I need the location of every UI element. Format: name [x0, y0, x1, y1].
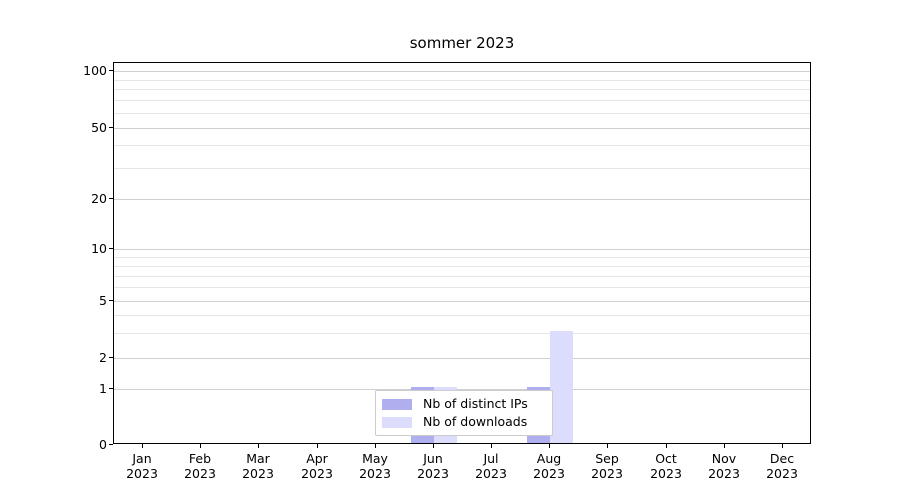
x-axis-year: 2023: [766, 466, 798, 481]
gridline: [114, 266, 810, 267]
plot-area: [113, 62, 811, 444]
gridline: [114, 100, 810, 101]
x-axis-tick-label: Nov 2023: [689, 451, 759, 481]
y-axis-tick-label: 10: [91, 241, 107, 256]
x-axis-tick-label: Jun 2023: [398, 451, 468, 481]
x-axis-year: 2023: [126, 466, 158, 481]
y-axis-tick-label: 2: [99, 350, 107, 365]
x-axis-month: May: [362, 451, 388, 466]
x-axis-month: Jun: [423, 451, 443, 466]
gridline: [114, 333, 810, 334]
x-axis-tick-mark: [549, 444, 551, 448]
gridline: [114, 89, 810, 90]
y-axis-ticks: 0 1 2 5 10 20 50 100: [57, 62, 107, 451]
gridline: [114, 389, 810, 390]
x-axis-tick-label: Sep 2023: [572, 451, 642, 481]
x-axis-tick-mark: [607, 444, 609, 448]
gridline: [114, 358, 810, 359]
y-axis-tick-label: 100: [83, 63, 107, 78]
x-axis-month: Nov: [711, 451, 737, 466]
x-axis-year: 2023: [708, 466, 740, 481]
x-axis-year: 2023: [533, 466, 565, 481]
x-axis-month: Apr: [306, 451, 328, 466]
gridline: [114, 80, 810, 81]
bar: [550, 331, 573, 443]
gridline: [114, 315, 810, 316]
gridline: [114, 276, 810, 277]
x-axis-tick-mark: [200, 444, 202, 448]
x-axis-tick-mark: [491, 444, 493, 448]
gridline: [114, 199, 810, 200]
x-axis-tick-label: Dec 2023: [747, 451, 817, 481]
chart-legend: Nb of distinct IPs Nb of downloads: [375, 390, 553, 436]
x-axis-tick-mark: [317, 444, 319, 448]
x-axis-year: 2023: [359, 466, 391, 481]
x-axis-month: Oct: [655, 451, 677, 466]
y-axis-tick-label: 50: [91, 120, 107, 135]
x-axis-tick-mark: [258, 444, 260, 448]
gridline: [114, 71, 810, 72]
legend-item[interactable]: Nb of downloads: [382, 413, 546, 431]
x-axis-year: 2023: [242, 466, 274, 481]
legend-item[interactable]: Nb of distinct IPs: [382, 395, 546, 413]
legend-swatch-icon: [382, 398, 412, 410]
x-axis-tick-mark: [782, 444, 784, 448]
x-axis-year: 2023: [591, 466, 623, 481]
gridline: [114, 145, 810, 146]
x-axis-tick-label: Feb 2023: [165, 451, 235, 481]
x-axis-month: Sep: [595, 451, 619, 466]
y-axis-tick-mark: [109, 444, 113, 446]
gridline: [114, 168, 810, 169]
x-axis-tick-label: May 2023: [340, 451, 410, 481]
x-axis-month: Jul: [483, 451, 499, 466]
y-axis-tick-mark: [109, 127, 113, 129]
x-axis-tick-label: Oct 2023: [631, 451, 701, 481]
gridline: [114, 128, 810, 129]
gridline: [114, 113, 810, 114]
x-axis-tick-label: Aug 2023: [514, 451, 584, 481]
x-axis-month: Feb: [188, 451, 212, 466]
y-axis-tick-label: 1: [99, 381, 107, 396]
legend-swatch-icon: [382, 416, 412, 428]
x-axis-tick-mark: [433, 444, 435, 448]
x-axis-year: 2023: [417, 466, 449, 481]
y-axis-tick-mark: [109, 300, 113, 302]
y-axis-tick-mark: [109, 248, 113, 250]
x-axis-ticks: Jan 2023 Feb 2023 Mar 2023 Apr 2023 May 2023 Jun 20…: [113, 444, 811, 494]
x-axis-year: 2023: [650, 466, 682, 481]
x-axis-tick-mark: [142, 444, 144, 448]
x-axis-year: 2023: [301, 466, 333, 481]
y-axis-tick-mark: [109, 198, 113, 200]
x-axis-tick-label: Apr 2023: [282, 451, 352, 481]
chart-title: sommer 2023: [409, 34, 515, 52]
gridline: [114, 287, 810, 288]
y-axis-tick-label: 20: [91, 191, 107, 206]
x-axis-tick-label: Mar 2023: [223, 451, 293, 481]
gridline: [114, 301, 810, 302]
legend-item-label: Nb of distinct IPs: [423, 396, 528, 411]
y-axis-tick-mark: [109, 70, 113, 72]
x-axis-month: Jan: [132, 451, 152, 466]
y-axis-tick-label: 0: [99, 437, 107, 452]
y-axis-tick-label: 5: [99, 293, 107, 308]
x-axis-tick-mark: [724, 444, 726, 448]
x-axis-month: Dec: [769, 451, 795, 466]
legend-item-label: Nb of downloads: [423, 414, 528, 429]
x-axis-tick-label: Jan 2023: [107, 451, 177, 481]
x-axis-month: Aug: [536, 451, 562, 466]
gridline: [114, 257, 810, 258]
x-axis-year: 2023: [184, 466, 216, 481]
x-axis-month: Mar: [246, 451, 270, 466]
x-axis-tick-label: Jul 2023: [456, 451, 526, 481]
y-axis-tick-mark: [109, 357, 113, 359]
y-axis-tick-mark: [109, 388, 113, 390]
x-axis-tick-mark: [666, 444, 668, 448]
gridline: [114, 249, 810, 250]
x-axis-tick-mark: [375, 444, 377, 448]
x-axis-year: 2023: [475, 466, 507, 481]
